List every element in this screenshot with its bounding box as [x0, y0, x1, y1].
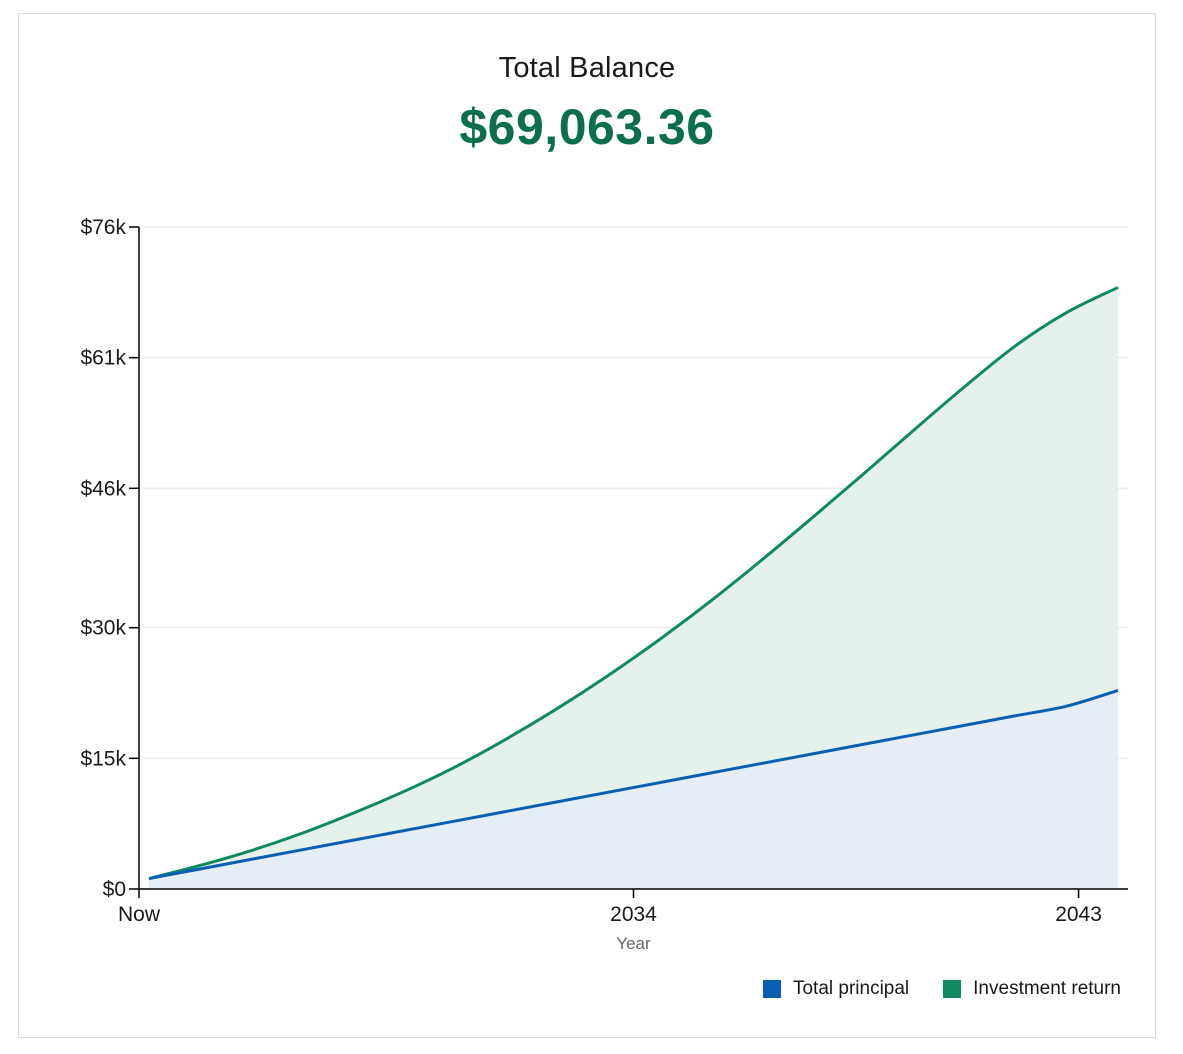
legend-item-return[interactable]: Investment return — [943, 978, 1121, 1000]
legend-return-label: Investment return — [973, 978, 1121, 999]
x-axis-title: Year — [616, 934, 651, 953]
total-principal-line — [148, 688, 1119, 881]
y-axis-ticks: $0 $15k $30k $46k $61k $76k — [80, 216, 139, 901]
total-balance-value: $69,063.36 — [459, 99, 715, 155]
legend-item-principal[interactable]: Total principal — [762, 978, 910, 1000]
chart-title: Total Balance — [498, 52, 676, 84]
investment-return-area — [149, 287, 1118, 879]
principal-swatch-icon — [762, 980, 781, 998]
series-lines — [148, 286, 1119, 881]
x-tick-label: 2034 — [610, 903, 657, 926]
y-tick-label: $30k — [80, 617, 126, 640]
legend-principal-label: Total principal — [792, 978, 910, 999]
x-tick-label: 2043 — [1055, 903, 1102, 926]
total-principal-area — [149, 690, 1118, 889]
y-tick-label: $76k — [80, 216, 126, 239]
balance-chart: $0 $15k $30k $46k $61k $76k Now 2034 2043 Year — [80, 216, 1128, 953]
y-tick-label: $61k — [80, 347, 126, 370]
return-swatch-icon — [943, 980, 962, 998]
chart-areas — [149, 287, 1118, 889]
x-tick-label: Now — [118, 903, 161, 926]
y-tick-label: $0 — [103, 878, 126, 901]
chart-legend: Total principal Investment return — [762, 978, 1121, 1000]
x-axis-ticks: Now 2034 2043 — [118, 889, 1102, 926]
y-tick-label: $46k — [80, 477, 126, 500]
chart-card: Total Balance $69,063.36 $0 $15k $30k $46k $… — [18, 13, 1156, 1038]
y-tick-label: $15k — [80, 747, 126, 770]
investment-return-line — [148, 286, 1119, 881]
